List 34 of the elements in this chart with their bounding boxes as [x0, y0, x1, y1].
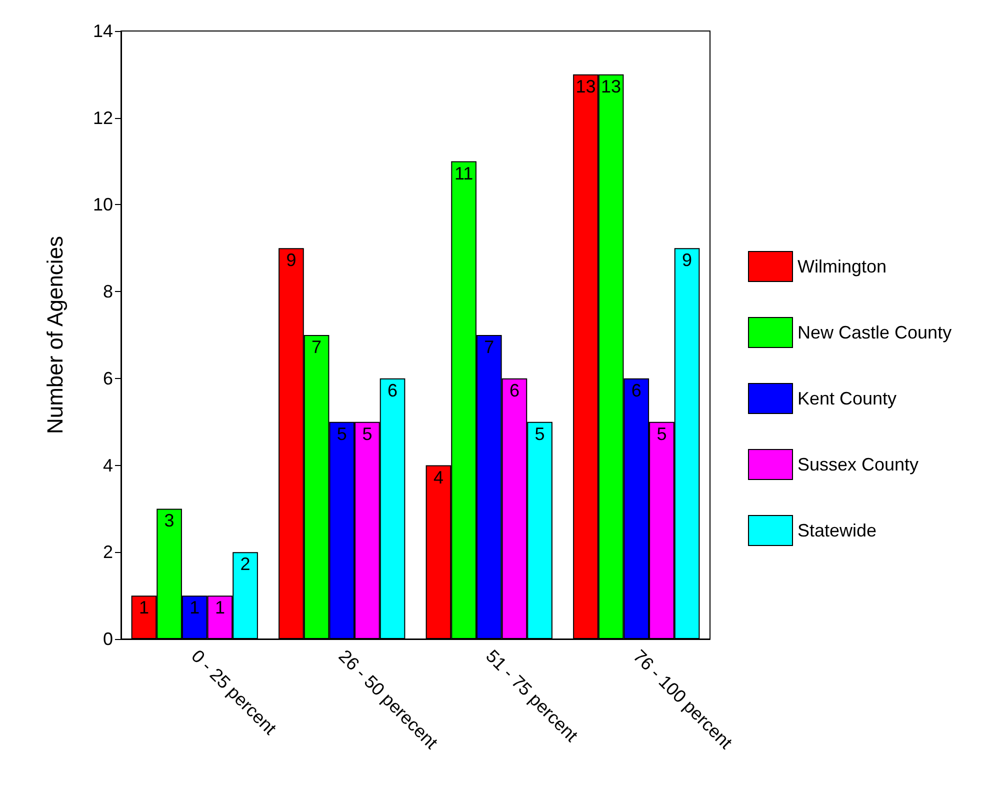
data-label: 5: [656, 424, 667, 444]
y-tick-label: 14: [92, 21, 113, 41]
data-label: 4: [433, 467, 444, 488]
data-label: 9: [682, 250, 692, 270]
data-label: 1: [214, 598, 225, 618]
y-axis-title: Number of Agencies: [42, 236, 68, 434]
data-label: 5: [336, 424, 347, 444]
data-label: 9: [286, 250, 296, 270]
data-label: 1: [138, 598, 149, 618]
data-label: 5: [534, 424, 545, 444]
y-tick-label: 12: [92, 108, 113, 128]
data-label: 3: [164, 510, 174, 531]
data-label: 7: [312, 337, 322, 357]
y-tick-label: 8: [102, 282, 113, 302]
y-tick-label: 6: [102, 368, 113, 388]
data-label: 13: [576, 76, 596, 96]
data-label: 5: [362, 424, 372, 444]
data-label: 7: [484, 337, 494, 357]
data-label: 6: [388, 380, 398, 400]
y-tick-label: 0: [102, 629, 113, 649]
data-label: 11: [454, 163, 474, 184]
legend-label: Sussex County: [798, 454, 919, 474]
y-tick-label: 4: [102, 455, 113, 476]
data-label: 6: [631, 380, 642, 400]
data-label: 6: [509, 380, 520, 400]
legend-label: New Castle County: [798, 322, 952, 342]
legend-label: Kent County: [798, 388, 897, 408]
y-tick-label: 2: [102, 542, 113, 562]
legend-label: Wilmington: [798, 256, 887, 276]
data-label: 2: [240, 554, 250, 574]
data-label: 1: [190, 598, 200, 618]
data-label: 13: [601, 76, 622, 96]
legend-label: Statewide: [798, 520, 877, 540]
y-tick-label: 10: [92, 194, 113, 215]
